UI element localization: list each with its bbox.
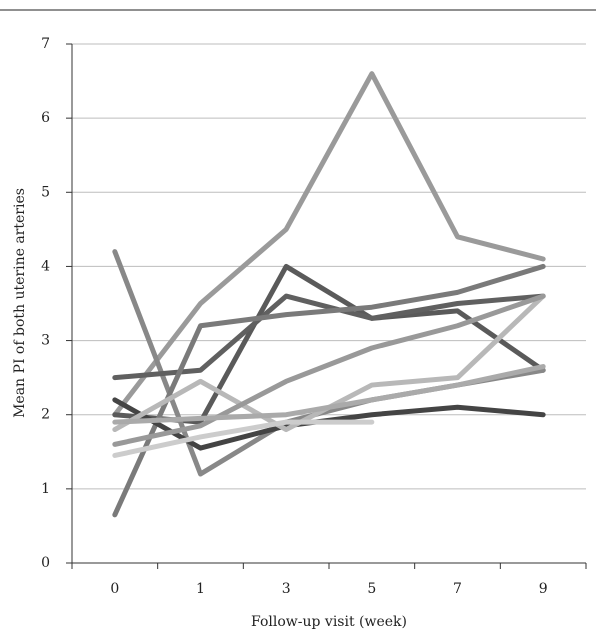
series-line bbox=[112, 293, 546, 381]
x-tick-label: 1 bbox=[196, 581, 205, 597]
series-line bbox=[112, 364, 546, 425]
y-tick-label: 2 bbox=[41, 407, 50, 423]
y-tick-label: 7 bbox=[41, 36, 50, 52]
x-axis-label: Follow-up visit (week) bbox=[251, 614, 407, 630]
series-line bbox=[112, 263, 546, 518]
y-axis-label: Mean PI of both uterine arteries bbox=[12, 188, 28, 418]
x-tick-label: 0 bbox=[110, 581, 119, 597]
x-tick-label: 7 bbox=[453, 581, 462, 597]
x-tick-label: 9 bbox=[539, 581, 548, 597]
series-line bbox=[112, 71, 546, 418]
y-tick-label: 6 bbox=[41, 110, 50, 126]
series-line bbox=[112, 293, 546, 447]
y-tick-label: 3 bbox=[41, 333, 50, 349]
y-tick-label: 4 bbox=[41, 258, 50, 274]
y-tick-label: 5 bbox=[41, 184, 50, 200]
series-line bbox=[112, 263, 546, 425]
x-tick-label: 3 bbox=[282, 581, 291, 597]
y-tick-label: 1 bbox=[41, 481, 50, 497]
x-tick-label: 5 bbox=[367, 581, 376, 597]
series-line bbox=[112, 419, 375, 458]
y-tick-label: 0 bbox=[41, 555, 50, 571]
